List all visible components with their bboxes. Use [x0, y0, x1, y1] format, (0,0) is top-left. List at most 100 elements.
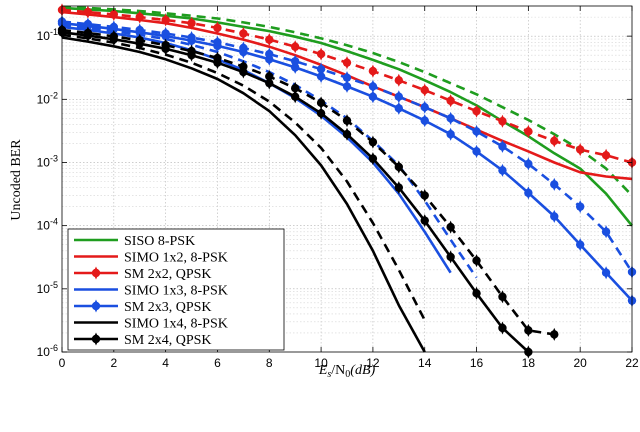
data-point-cap	[292, 54, 299, 68]
data-point-cap	[292, 81, 299, 95]
data-point-cap	[421, 189, 428, 203]
data-point-cap	[603, 266, 610, 280]
legend-item: SIMO 1x2, 8-PSK	[74, 251, 228, 266]
data-point-cap	[395, 101, 402, 115]
series-line	[61, 33, 426, 321]
legend-item: SM 2x4, QPSK	[74, 332, 212, 348]
data-point-cap	[162, 38, 169, 52]
data-point-cap	[499, 321, 506, 335]
data-point-cap	[214, 35, 221, 49]
data-point-cap	[318, 106, 325, 120]
x-tick-label: 2	[110, 356, 117, 370]
data-point-cap	[447, 250, 454, 264]
legend-item: SIMO 1x4, 8-PSK	[74, 317, 228, 332]
x-tick-label: 10	[314, 356, 328, 370]
x-label-sub2: 0	[345, 369, 350, 380]
data-point-cap	[240, 60, 247, 74]
data-point-cap	[447, 220, 454, 234]
series-1	[61, 5, 633, 197]
series-3	[57, 3, 637, 169]
y-tick-label: 10-1	[37, 27, 58, 43]
legend-item: SM 2x3, QPSK	[74, 299, 212, 315]
data-point-cap	[421, 100, 428, 114]
data-point-cap	[395, 90, 402, 104]
legend-label: SISO 8-PSK	[124, 234, 195, 249]
series-line	[61, 5, 633, 197]
data-point-cap	[499, 139, 506, 153]
x-tick-label: 20	[574, 356, 588, 370]
data-point-cap	[525, 186, 532, 200]
x-tick-label: 18	[522, 356, 536, 370]
legend-item: SISO 8-PSK	[74, 234, 195, 249]
data-point-cap	[551, 134, 558, 148]
data-point-cap	[136, 10, 143, 24]
x-tick-label: 6	[214, 356, 221, 370]
x-tick-label: 8	[266, 356, 273, 370]
data-point-cap	[162, 27, 169, 41]
legend-label: SM 2x3, QPSK	[124, 300, 212, 315]
data-point-cap	[447, 94, 454, 108]
data-point-cap	[499, 290, 506, 304]
x-tick-label: 16	[470, 356, 484, 370]
data-point-cap	[93, 266, 99, 280]
x-label-mid: /N	[331, 363, 345, 378]
y-tick-label: 10-6	[37, 343, 58, 359]
x-tick-label: 22	[625, 356, 639, 370]
data-point-cap	[188, 44, 195, 58]
data-point-cap	[499, 114, 506, 128]
series-line	[61, 28, 555, 336]
x-label-sub1: s	[327, 369, 331, 380]
legend-label: SIMO 1x3, 8-PSK	[124, 284, 228, 299]
data-point-cap	[84, 26, 91, 40]
data-point-cap	[473, 104, 480, 118]
x-tick-label: 14	[418, 356, 432, 370]
data-point-cap	[577, 200, 584, 214]
data-point-cap	[214, 21, 221, 35]
x-axis-ticks: 0 2 4 6 8 10 12 14 16 18 20 22	[59, 6, 639, 370]
data-point-cap	[292, 90, 299, 104]
legend-label: SIMO 1x4, 8-PSK	[124, 317, 228, 332]
data-point-cap	[162, 13, 169, 27]
data-point-cap	[499, 163, 506, 177]
data-point-cap	[473, 124, 480, 138]
data-point-cap	[214, 51, 221, 65]
x-tick-label: 4	[162, 356, 169, 370]
data-point-cap	[110, 8, 117, 22]
data-point-cap	[110, 20, 117, 34]
y-tick-label: 10-3	[37, 153, 58, 169]
data-point-cap	[551, 209, 558, 223]
x-tick-label: 12	[366, 356, 380, 370]
data-point-cap	[603, 225, 610, 239]
y-tick-label: 10-5	[37, 280, 58, 296]
data-point-cap	[344, 56, 350, 70]
data-point-cap	[395, 73, 402, 87]
series-8	[61, 36, 426, 353]
data-point-cap	[292, 40, 299, 54]
data-point-cap	[369, 79, 376, 93]
data-point-cap	[577, 238, 584, 252]
data-point-cap	[369, 135, 376, 149]
data-point-cap	[240, 41, 247, 55]
data-point-cap	[266, 33, 273, 47]
x-axis-label: Es/N0(dB)	[318, 363, 376, 380]
data-point-cap	[344, 79, 350, 93]
data-point-cap	[421, 214, 428, 228]
data-point-cap	[136, 23, 143, 37]
series-7	[57, 15, 637, 279]
data-point-cap	[551, 327, 558, 341]
data-point-cap	[318, 69, 325, 83]
data-point-cap	[369, 90, 376, 104]
legend-label: SIMO 1x2, 8-PSK	[124, 251, 228, 266]
data-point-cap	[525, 124, 532, 138]
data-point-cap	[93, 299, 99, 313]
data-point-cap	[318, 62, 325, 76]
legend-label: SM 2x2, QPSK	[124, 267, 212, 282]
data-point-cap	[344, 114, 350, 128]
y-tick-label: 10-2	[37, 90, 58, 106]
data-point-cap	[603, 148, 610, 162]
data-point-cap	[136, 33, 143, 47]
legend-item: SIMO 1x3, 8-PSK	[74, 284, 228, 299]
data-point-cap	[421, 83, 428, 97]
data-point-cap	[473, 286, 480, 300]
